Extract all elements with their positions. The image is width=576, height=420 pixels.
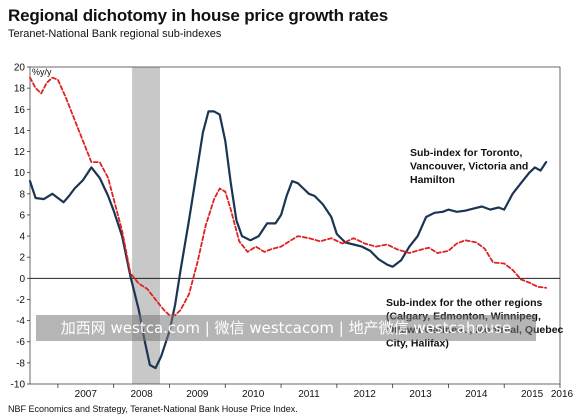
x-tick-label: 2013 bbox=[409, 389, 432, 400]
x-tick-label: 2012 bbox=[354, 389, 377, 400]
watermark-band bbox=[36, 315, 536, 341]
y-tick-label: 6 bbox=[19, 210, 25, 221]
y-tick-label: 14 bbox=[14, 126, 26, 137]
annotation-line: Sub-index for Toronto, bbox=[410, 147, 522, 159]
series-line-other-regions bbox=[29, 76, 547, 317]
x-tick-label: 2011 bbox=[298, 389, 320, 400]
x-tick-label: 2007 bbox=[75, 389, 98, 400]
x-tick-label: 2014 bbox=[465, 389, 488, 400]
chart-title: Regional dichotomy in house price growth… bbox=[8, 6, 388, 25]
series-line-toronto-vancouver bbox=[28, 110, 548, 370]
y-tick-label: 8 bbox=[19, 189, 25, 200]
y-tick-label: 20 bbox=[14, 63, 26, 74]
watermark-layer: 加西网 westca.com | 微信 westcacom | 地产微信 wes… bbox=[36, 315, 536, 341]
y-tick-label: 10 bbox=[14, 168, 26, 179]
y-tick-label: 0 bbox=[19, 274, 25, 285]
watermark-text: 加西网 westca.com | 微信 westcacom | 地产微信 wes… bbox=[61, 319, 511, 337]
series-annotation: Sub-index for Toronto, Vancouver, Victori… bbox=[410, 147, 528, 186]
y-tick-label: -10 bbox=[11, 380, 26, 391]
annotation-line: Vancouver, Victoria and bbox=[410, 161, 528, 173]
y-tick-label: 12 bbox=[14, 147, 26, 158]
x-tick-label: 2009 bbox=[186, 389, 209, 400]
x-tick-label: 2008 bbox=[130, 389, 153, 400]
y-tick-label: 2 bbox=[19, 253, 25, 264]
y-tick-label: 18 bbox=[14, 84, 26, 95]
y-tick-label: -2 bbox=[16, 295, 25, 306]
series-layer bbox=[28, 76, 548, 370]
x-tick-label: 2015 bbox=[521, 389, 544, 400]
y-tick-label: -4 bbox=[16, 316, 25, 327]
y-tick-label: -6 bbox=[16, 337, 25, 348]
chart-subtitle: Teranet-National Bank regional sub-index… bbox=[8, 28, 222, 40]
annotation-line: Hamilton bbox=[410, 174, 455, 186]
plot-frame bbox=[29, 66, 561, 385]
y-tick-label: 4 bbox=[19, 232, 25, 243]
x-tick-label: 2016 bbox=[551, 389, 574, 400]
chart-source: NBF Economics and Strategy, Teranet-Nati… bbox=[8, 404, 298, 414]
y-axis-unit: %y/y bbox=[32, 67, 52, 77]
x-tick-label: 2010 bbox=[242, 389, 265, 400]
annotation-line: Sub-index for the other regions bbox=[386, 297, 543, 309]
y-tick-label: -8 bbox=[16, 358, 25, 369]
axes-layer: -10 -8 -6 -4 -2 0 2 4 6 8 10 12 14 16 18 20 %y/y 2007 2008… bbox=[11, 63, 574, 401]
y-tick-label: 16 bbox=[14, 105, 26, 116]
